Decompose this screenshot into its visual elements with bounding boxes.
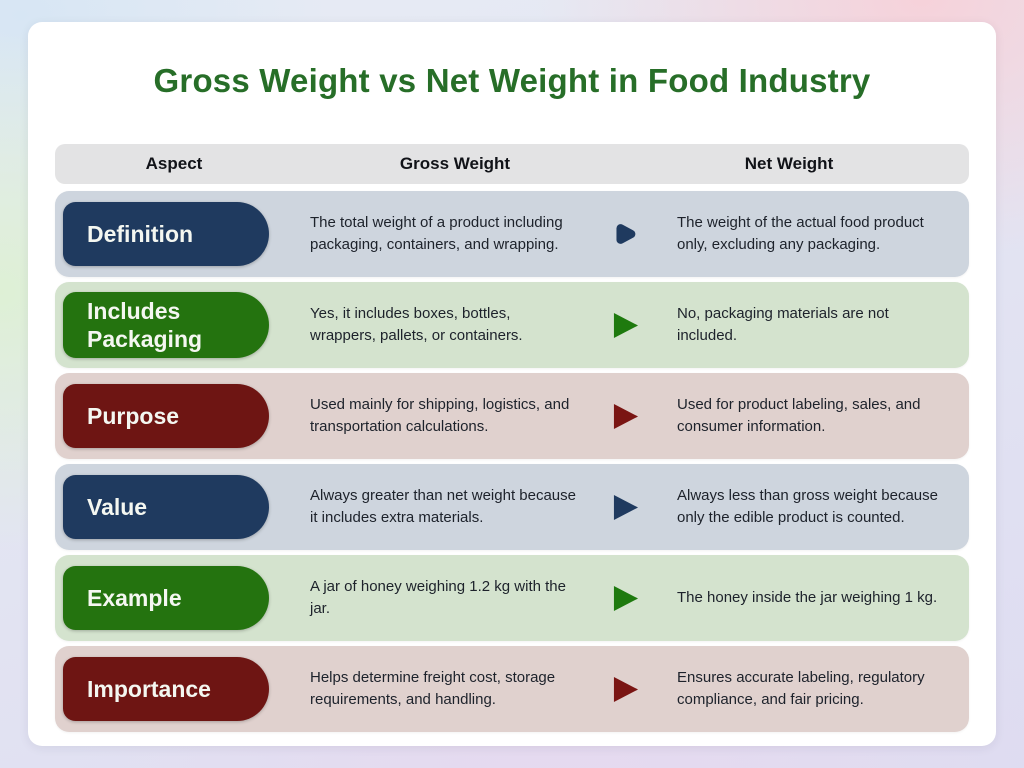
aspect-pill: Importance <box>63 657 269 721</box>
page-title: Gross Weight vs Net Weight in Food Indus… <box>153 62 871 99</box>
gross-weight-cell: Always greater than net weight because i… <box>310 486 576 527</box>
arrow-right-icon <box>585 675 665 704</box>
net-weight-cell: The honey inside the jar weighing 1 kg. <box>677 588 938 606</box>
gross-weight-cell: Used mainly for shipping, logistics, and… <box>310 395 570 436</box>
aspect-label: Definition <box>87 220 194 247</box>
table-row: Definition The total weight of a product… <box>55 191 969 277</box>
arrow-right-icon <box>585 311 665 340</box>
table-row: Example A jar of honey weighing 1.2 kg w… <box>55 555 969 641</box>
aspect-label: Importance <box>87 675 211 702</box>
aspect-pill: Value <box>63 475 269 539</box>
gross-weight-cell: A jar of honey weighing 1.2 kg with the … <box>310 577 566 618</box>
gross-weight-cell: Yes, it includes boxes, bottles, wrapper… <box>310 304 523 345</box>
net-weight-cell: The weight of the actual food product on… <box>677 213 924 254</box>
aspect-pill: Includes Packaging <box>63 291 269 359</box>
gross-weight-cell: Helps determine freight cost, storage re… <box>310 668 556 709</box>
gross-weight-cell: The total weight of a product including … <box>310 213 563 254</box>
net-weight-cell: No, packaging materials are not included… <box>677 304 889 345</box>
aspect-label: Purpose <box>87 402 180 429</box>
net-weight-cell: Always less than gross weight because on… <box>677 486 938 527</box>
table-row: Includes Packaging Yes, it includes boxe… <box>55 282 969 368</box>
header-aspect: Aspect <box>145 154 203 173</box>
aspect-label: Value <box>87 493 148 520</box>
arrow-right-icon <box>585 493 665 522</box>
aspect-label: Example <box>87 584 182 611</box>
net-weight-cell: Used for product labeling, sales, and co… <box>677 395 921 436</box>
net-weight-cell: Ensures accurate labeling, regulatory co… <box>677 668 925 709</box>
arrow-right-icon <box>585 584 665 613</box>
table-row: Importance Helps determine freight cost,… <box>55 646 969 732</box>
table-rows: Definition The total weight of a product… <box>55 191 969 732</box>
arrow-right-icon <box>585 221 665 247</box>
table-row: Purpose Used mainly for shipping, logist… <box>55 373 969 459</box>
arrow-right-icon <box>585 402 665 431</box>
header-gross-weight: Gross Weight <box>399 154 511 173</box>
aspect-label: Includes Packaging <box>87 297 203 352</box>
header-net-weight: Net Weight <box>744 154 834 173</box>
aspect-pill: Purpose <box>63 384 269 448</box>
aspect-pill: Definition <box>63 202 269 266</box>
table-row: Value Always greater than net weight bec… <box>55 464 969 550</box>
table-header: Aspect Gross Weight Net Weight <box>55 144 969 184</box>
infographic-card: Gross Weight vs Net Weight in Food Indus… <box>28 22 996 746</box>
aspect-pill: Example <box>63 566 269 630</box>
